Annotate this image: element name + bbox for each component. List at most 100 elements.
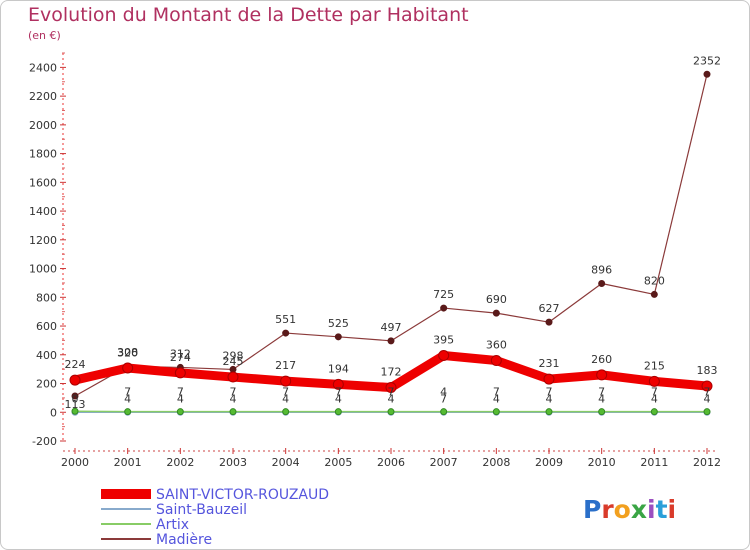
series-point-3 (283, 330, 289, 336)
data-label: 231 (539, 357, 560, 370)
y-tick-label: 2000 (29, 119, 57, 132)
y-tick-label: 1000 (29, 263, 57, 276)
series-point-3 (493, 310, 499, 316)
data-label: 298 (223, 349, 244, 362)
y-tick-label: 1600 (29, 176, 57, 189)
series-point-0 (228, 372, 238, 382)
series-point-0 (70, 375, 80, 385)
x-tick-label: 2010 (588, 456, 616, 469)
data-label: 627 (539, 302, 560, 315)
data-label: 7 (704, 386, 711, 399)
data-label: 194 (328, 362, 349, 375)
series-point-2 (599, 409, 605, 415)
data-label: 224 (65, 358, 86, 371)
x-tick-label: 2004 (272, 456, 300, 469)
y-tick-label: -200 (32, 435, 57, 448)
y-tick-label: 1800 (29, 148, 57, 161)
axes: -200 0 200 400 600 800 1000 1200 1400 1600 1800 200… (29, 53, 721, 469)
series-point-3 (599, 281, 605, 287)
series-point-2 (546, 409, 552, 415)
series-point-2 (283, 409, 289, 415)
legend-label: SAINT-VICTOR-ROUZAUD (156, 487, 329, 503)
series-layer (70, 71, 712, 415)
x-tick-label: 2007 (430, 456, 458, 469)
series-point-3 (388, 338, 394, 344)
series-point-0 (175, 368, 185, 378)
series-point-0 (544, 374, 554, 384)
y-tick-label: 2200 (29, 90, 57, 103)
series-point-2 (177, 409, 183, 415)
series-point-3 (651, 291, 657, 297)
y-tick-label: 600 (36, 320, 57, 333)
data-label: 320 (117, 346, 138, 359)
x-tick-label: 2003 (219, 456, 247, 469)
series-point-2 (230, 409, 236, 415)
chart-frame: Evolution du Montant de la Dette par Hab… (0, 0, 750, 550)
data-label: 7 (335, 386, 342, 399)
series-point-2 (493, 409, 499, 415)
x-tick-label: 2012 (693, 456, 721, 469)
data-label: 113 (65, 398, 86, 411)
data-label: 896 (591, 264, 612, 277)
svg-text:Proxiti: Proxiti (583, 495, 676, 524)
data-label: 312 (170, 347, 191, 360)
data-label: 395 (433, 333, 454, 346)
y-tick-label: 200 (36, 378, 57, 391)
data-labels: 224308 274 245 217 194 172395 360231 260 215 1830… (65, 54, 722, 411)
legend-label: Saint-Bauzeil (156, 502, 247, 518)
series-point-3 (335, 334, 341, 340)
x-tick-label: 2001 (114, 456, 142, 469)
data-label: 7 (124, 386, 131, 399)
data-label: 183 (697, 364, 718, 377)
data-label: 7 (177, 386, 184, 399)
series-point-2 (125, 409, 131, 415)
line-chart: -200 0 200 400 600 800 1000 1200 1400 1600 1800 200… (1, 1, 749, 549)
series-point-2 (441, 409, 447, 415)
x-tick-label: 2008 (482, 456, 510, 469)
series-point-0 (597, 370, 607, 380)
data-label: 497 (381, 321, 402, 334)
data-label: 7 (388, 386, 395, 399)
data-label: 7 (493, 386, 500, 399)
x-tick-label: 2005 (324, 456, 352, 469)
data-label: 360 (486, 339, 507, 352)
data-label: 215 (644, 359, 665, 372)
data-label: 7 (651, 386, 658, 399)
series-point-3 (441, 305, 447, 311)
y-tick-label: 800 (36, 291, 57, 304)
y-tick-label: 0 (50, 406, 57, 419)
series-point-0 (491, 356, 501, 366)
series-point-3 (704, 71, 710, 77)
proxiti-logo: Proxiti (583, 495, 676, 524)
data-label: 2352 (693, 54, 721, 67)
legend-label: Madière (156, 532, 212, 548)
data-label: 7 (282, 386, 289, 399)
series-point-2 (651, 409, 657, 415)
legend: SAINT-VICTOR-ROUZAUDSaint-BauzeilArtixMa… (101, 487, 329, 548)
data-label: 7 (598, 386, 605, 399)
x-tick-label: 2009 (535, 456, 563, 469)
x-tick-label: 2000 (61, 456, 89, 469)
y-tick-label: 1400 (29, 205, 57, 218)
data-label: 551 (275, 313, 296, 326)
series-point-0 (281, 376, 291, 386)
y-tick-label: 400 (36, 349, 57, 362)
y-tick-label: 1200 (29, 234, 57, 247)
x-tick-label: 2002 (166, 456, 194, 469)
series-point-2 (335, 409, 341, 415)
series-point-3 (546, 319, 552, 325)
data-label: 725 (433, 288, 454, 301)
x-tick-label: 2011 (640, 456, 668, 469)
data-label: 217 (275, 359, 296, 372)
data-label: 4 (440, 386, 447, 399)
x-tick-label: 2006 (377, 456, 405, 469)
series-point-2 (704, 409, 710, 415)
data-label: 7 (230, 386, 237, 399)
data-label: 820 (644, 274, 665, 287)
y-tick-label: 2400 (29, 61, 57, 74)
data-label: 172 (381, 366, 402, 379)
legend-label: Artix (156, 517, 189, 533)
series-point-0 (439, 350, 449, 360)
data-label: 525 (328, 317, 349, 330)
data-label: 690 (486, 293, 507, 306)
